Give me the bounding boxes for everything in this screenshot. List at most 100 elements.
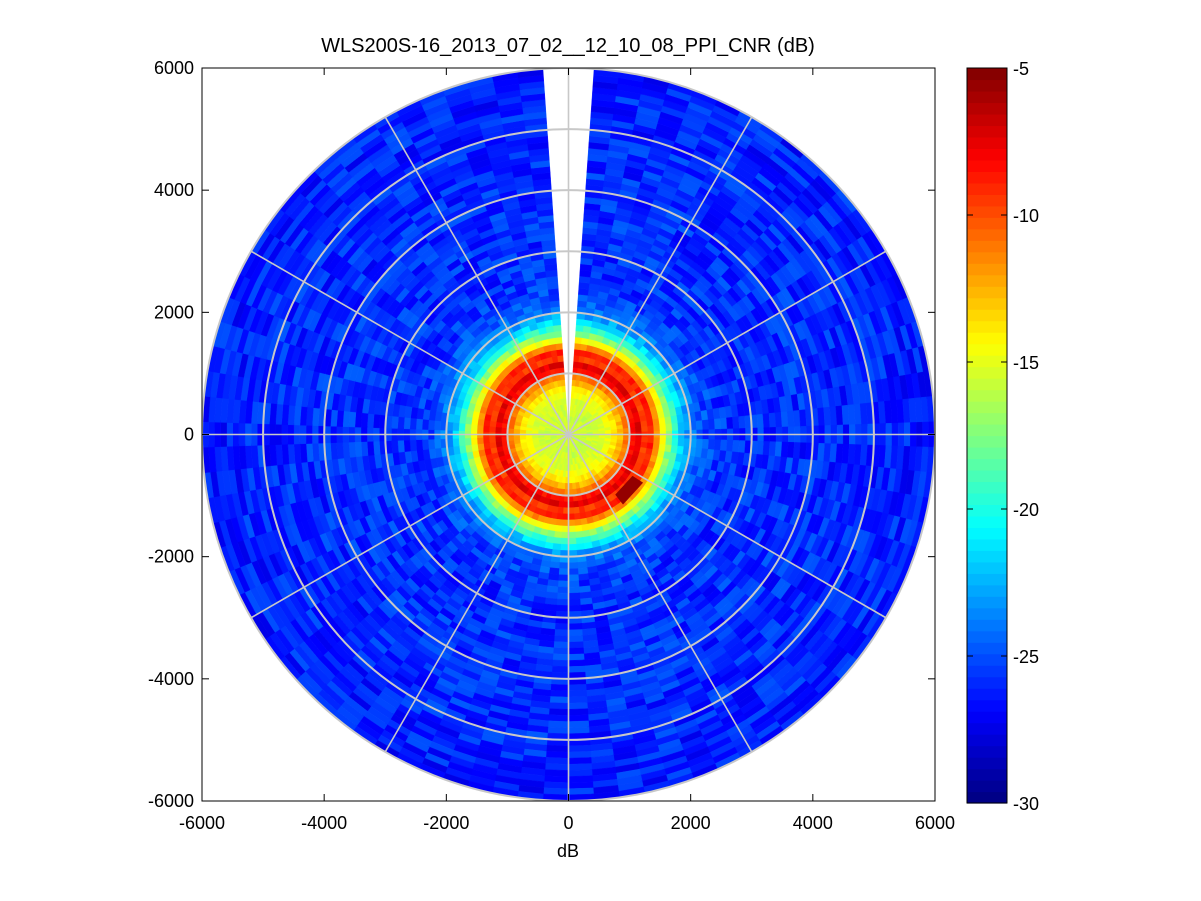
ppi-cell xyxy=(573,518,582,527)
ppi-cell xyxy=(575,543,585,551)
ppi-cell xyxy=(391,439,399,454)
ppi-cell xyxy=(879,423,887,448)
ppi-cell xyxy=(566,751,592,759)
ppi-cell xyxy=(464,437,472,446)
ppi-cell xyxy=(842,424,850,447)
ppi-cell xyxy=(543,757,569,765)
ppi-cell xyxy=(708,418,716,431)
ppi-cell xyxy=(558,361,565,369)
ppi-cell xyxy=(566,684,587,692)
ppi-cell xyxy=(566,647,585,655)
ppi-cell xyxy=(553,330,562,338)
ppi-cell xyxy=(557,568,569,576)
ppi-cell xyxy=(403,438,411,452)
ppi-cell xyxy=(421,418,430,430)
ppi-scan-cells xyxy=(202,68,935,801)
ppi-cell xyxy=(495,436,502,443)
ppi-cell xyxy=(659,424,667,433)
ppi-cell xyxy=(707,439,716,451)
ppi-cell xyxy=(720,417,728,431)
ppi-cell xyxy=(561,385,566,393)
ppi-cell xyxy=(397,415,405,429)
ppi-cell xyxy=(566,763,593,771)
ppi-cell xyxy=(482,436,490,444)
ppi-cell xyxy=(293,423,301,445)
ppi-cell xyxy=(546,708,569,716)
ppi-cell xyxy=(641,425,649,433)
ppi-cell xyxy=(574,531,584,539)
ppi-cell xyxy=(726,439,734,453)
ppi-cell xyxy=(433,419,442,431)
ppi-cell xyxy=(220,420,227,447)
ppi-cell xyxy=(566,702,588,710)
ppi-cell xyxy=(701,419,710,431)
ppi-cell xyxy=(549,300,560,308)
ppi-cell xyxy=(897,422,905,449)
ppi-cell xyxy=(635,426,642,433)
ppi-cell xyxy=(557,574,569,582)
chart-title: WLS200S-16_2013_07_02__12_10_08_PPI_CNR … xyxy=(321,35,815,57)
ppi-cell xyxy=(695,420,704,432)
ppi-cell xyxy=(566,653,585,661)
ppi-cell xyxy=(552,324,562,332)
ppi-cell xyxy=(545,726,569,735)
ppi-cell xyxy=(421,438,429,451)
ppi-cell xyxy=(855,424,862,447)
ppi-cell xyxy=(714,418,722,431)
ppi-cell xyxy=(567,580,580,588)
ppi-cell xyxy=(409,416,417,430)
ppi-cell xyxy=(677,422,685,432)
ppi-cell xyxy=(554,336,563,344)
ppi-cell xyxy=(556,580,569,588)
ppi-cell xyxy=(548,684,569,692)
ppi-cell xyxy=(427,418,436,431)
ppi-cell xyxy=(543,751,569,759)
ppi-cell xyxy=(476,436,484,445)
ppi-cell xyxy=(701,438,710,451)
ppi-cell xyxy=(542,763,569,771)
ppi-cell xyxy=(232,420,240,447)
ppi-cell xyxy=(567,592,581,600)
ppi-cell xyxy=(553,623,569,631)
ppi-cell xyxy=(559,537,569,545)
ppi-cell xyxy=(299,423,307,445)
ppi-cell xyxy=(574,525,583,533)
ppi-cell xyxy=(555,342,563,351)
ppi-cell xyxy=(567,586,580,594)
ppi-cell xyxy=(732,440,740,454)
ppi-cell xyxy=(836,424,844,446)
ppi-cell xyxy=(567,598,581,606)
plot-area xyxy=(201,67,936,802)
ppi-cell xyxy=(756,413,765,430)
ppi-cell xyxy=(281,422,288,445)
ppi-cell xyxy=(567,635,584,643)
ppi-cell xyxy=(891,422,899,449)
ppi-cell xyxy=(287,422,295,445)
ppi-cell xyxy=(713,439,722,452)
ppi-cell xyxy=(566,726,590,735)
ppi-cell xyxy=(551,647,569,655)
ppi-cell xyxy=(566,659,585,667)
ppi-cell xyxy=(269,422,276,446)
ppi-cell xyxy=(403,416,411,430)
ppi-cell xyxy=(695,438,704,450)
ppi-cell xyxy=(653,424,661,433)
ppi-cell xyxy=(903,422,911,449)
ppi-cell xyxy=(732,416,740,430)
ppi-cell xyxy=(433,437,442,449)
ppi-cell xyxy=(250,421,258,446)
ppi-cell xyxy=(555,592,569,600)
ppi-cell xyxy=(726,417,734,431)
ppi-cell xyxy=(226,420,234,447)
ppi-cell xyxy=(552,318,562,326)
ppi-cell xyxy=(550,659,569,667)
ppi-cell xyxy=(566,775,594,783)
ppi-cell xyxy=(244,421,252,447)
ppi-cell xyxy=(452,437,460,447)
ppi-cell xyxy=(560,379,566,387)
ppi-cell xyxy=(488,436,496,444)
ppi-cell xyxy=(547,696,569,704)
ppi-cell xyxy=(566,690,588,698)
ppi-cell xyxy=(415,438,423,451)
ppi-cell xyxy=(555,598,569,606)
